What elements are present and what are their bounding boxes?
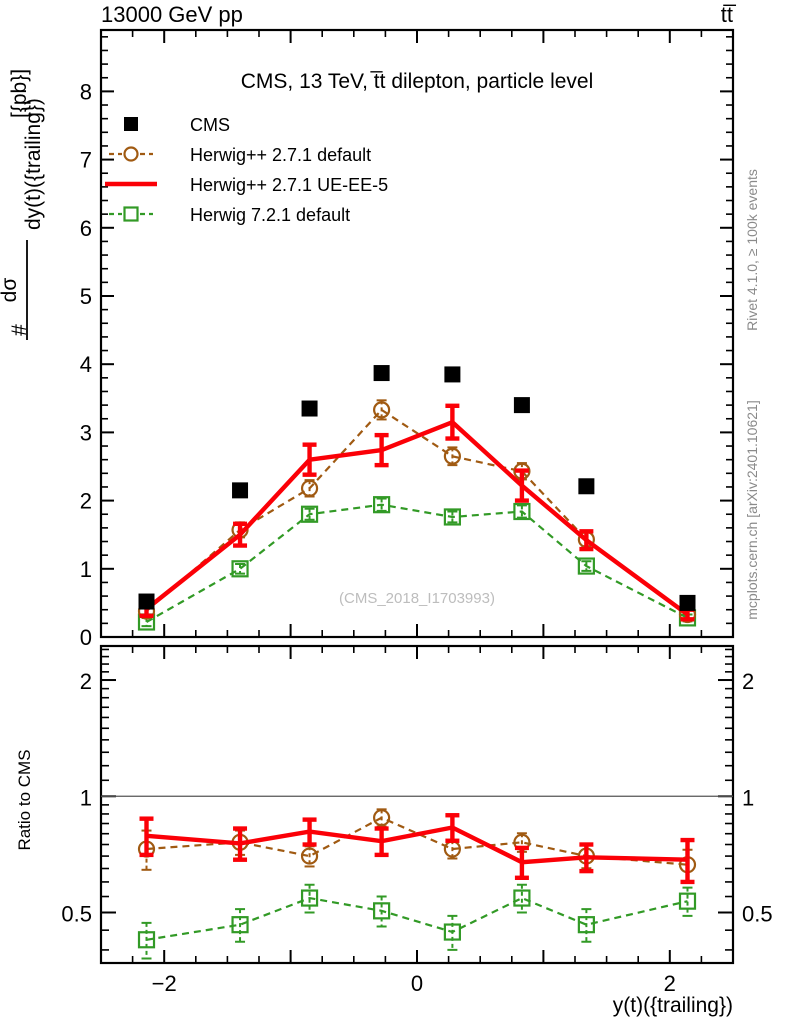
y-axis-label-denominator: dy(t)({trailing}) — [22, 98, 45, 230]
legend-item-cms: CMS — [124, 115, 230, 135]
ratio-y-tick-label: 0.5 — [61, 902, 92, 927]
header-process-label: tt̅ — [721, 2, 737, 27]
y-axis-tick-label: 2 — [80, 489, 92, 514]
legend-item-herwig-7-2-1-default: Herwig 7.2.1 default — [109, 205, 350, 225]
y-axis-tick-label: 3 — [80, 420, 92, 445]
ratio-line-solid — [146, 825, 688, 865]
legend-marker-filled-square — [124, 117, 138, 131]
main-series-group — [137, 365, 697, 631]
data-point-marker — [231, 560, 249, 578]
data-point-marker — [513, 397, 530, 414]
data-point-marker — [443, 508, 461, 526]
ratio-line-dashed — [146, 816, 688, 866]
ratio-series-herwig-7-2-1-default — [137, 883, 697, 960]
ratio-point-marker — [443, 923, 461, 941]
x-axis-label: y(t)({trailing}) — [613, 994, 733, 1017]
data-point-marker — [578, 478, 595, 495]
legend-label: Herwig++ 2.7.1 UE-EE-5 — [190, 175, 388, 195]
ratio-point-marker — [137, 931, 156, 949]
analysis-watermark: (CMS_2018_I1703993) — [339, 590, 495, 607]
legend: CMS Herwig++ 2.7.1 default Herwig++ 2.7.1 … — [105, 115, 388, 225]
ratio-point-marker — [678, 892, 697, 910]
series-line-dashed — [145, 408, 689, 616]
ratio-point-marker — [300, 847, 319, 865]
header-beam-label: 13000 GeV pp — [101, 2, 243, 27]
x-axis-tick-label: −2 — [152, 971, 177, 996]
data-point-marker — [513, 502, 531, 521]
ratio-y-tick-label-right: 0.5 — [742, 902, 773, 927]
legend-item-herwig-2-7-1-ue-ee-5: Herwig++ 2.7.1 UE-EE-5 — [105, 175, 388, 195]
data-point-marker — [444, 366, 461, 383]
ratio-y-tick-label-right: 2 — [742, 669, 754, 694]
ratio-point-marker — [231, 916, 249, 934]
series-cms — [138, 365, 696, 611]
ratio-series-herwig-2-7-1-default — [137, 808, 697, 883]
x-axis-tick-label: 2 — [664, 971, 676, 996]
data-point-marker — [373, 496, 391, 514]
ratio-point-marker — [513, 889, 531, 907]
ratio-series-group — [137, 808, 697, 960]
data-point-marker — [373, 401, 391, 419]
ratio-point-marker — [373, 809, 391, 827]
mcplots-source-note: mcplots.cern.ch [arXiv:2401.10621] — [744, 400, 760, 619]
ratio-y-tick-label: 2 — [80, 669, 92, 694]
rivet-version-note: Rivet 4.1.0, ≥ 100k events — [744, 169, 760, 331]
data-point-marker — [679, 594, 696, 611]
y-axis-label-unit: [{pb}] — [8, 69, 31, 118]
y-axis-tick-label: 6 — [80, 216, 92, 241]
series-herwig-7-2-1-default — [137, 496, 697, 631]
ratio-y-tick-label: 1 — [80, 785, 92, 810]
ratio-panel-frame — [99, 644, 735, 965]
ratio-point-marker — [577, 916, 595, 934]
legend-label: Herwig++ 2.7.1 default — [190, 145, 371, 165]
y-axis-label: # dσ dy(t)({trailing}) [{pb}] — [0, 69, 45, 340]
data-point-marker — [443, 447, 461, 465]
x-axis-tick-label: 0 — [411, 971, 423, 996]
data-point-marker — [138, 593, 155, 610]
y-axis-tick-label: 8 — [80, 79, 92, 104]
ratio-plot-panel: 0.5 0.5 1 1 2 2 −2 0 2 — [61, 644, 773, 996]
data-point-marker — [301, 400, 318, 417]
data-point-marker — [373, 365, 390, 382]
y-axis-tick-label: 0 — [80, 625, 92, 650]
y-axis-tick-label: 4 — [80, 352, 92, 377]
ratio-point-marker — [300, 889, 319, 907]
page-title: CMS, 13 TeV, t̅t dilepton, particle leve… — [241, 70, 594, 93]
ratio-series-herwig-2-7-1-ue-ee-5 — [139, 813, 695, 885]
y-axis-label-numerator: dσ — [0, 278, 21, 303]
y-axis-tick-label: 7 — [80, 148, 92, 173]
legend-item-herwig-2-7-1-default: Herwig++ 2.7.1 default — [109, 145, 371, 165]
y-axis-tick-label: 1 — [80, 557, 92, 582]
legend-label: Herwig 7.2.1 default — [190, 205, 350, 225]
data-point-marker — [577, 557, 595, 575]
series-line-dashed — [145, 503, 689, 623]
data-point-marker — [300, 505, 319, 523]
series-line-solid — [145, 419, 689, 617]
ratio-line-dashed — [146, 896, 688, 941]
data-point-marker — [232, 482, 249, 499]
data-point-marker — [300, 479, 319, 497]
ratio-axis-label: Ratio to CMS — [15, 749, 34, 850]
y-axis-tick-label: 5 — [80, 284, 92, 309]
y-axis-label-prefix: # — [8, 324, 31, 336]
ratio-point-marker — [373, 902, 391, 920]
ratio-y-tick-label-right: 1 — [742, 785, 754, 810]
legend-marker-open-circle — [123, 146, 139, 162]
series-herwig-2-7-1-ue-ee-5 — [139, 403, 695, 622]
main-plot-panel: 0 1 2 3 4 5 6 7 8 — [80, 28, 735, 650]
legend-marker-open-square — [123, 206, 139, 222]
legend-label: CMS — [190, 115, 230, 135]
